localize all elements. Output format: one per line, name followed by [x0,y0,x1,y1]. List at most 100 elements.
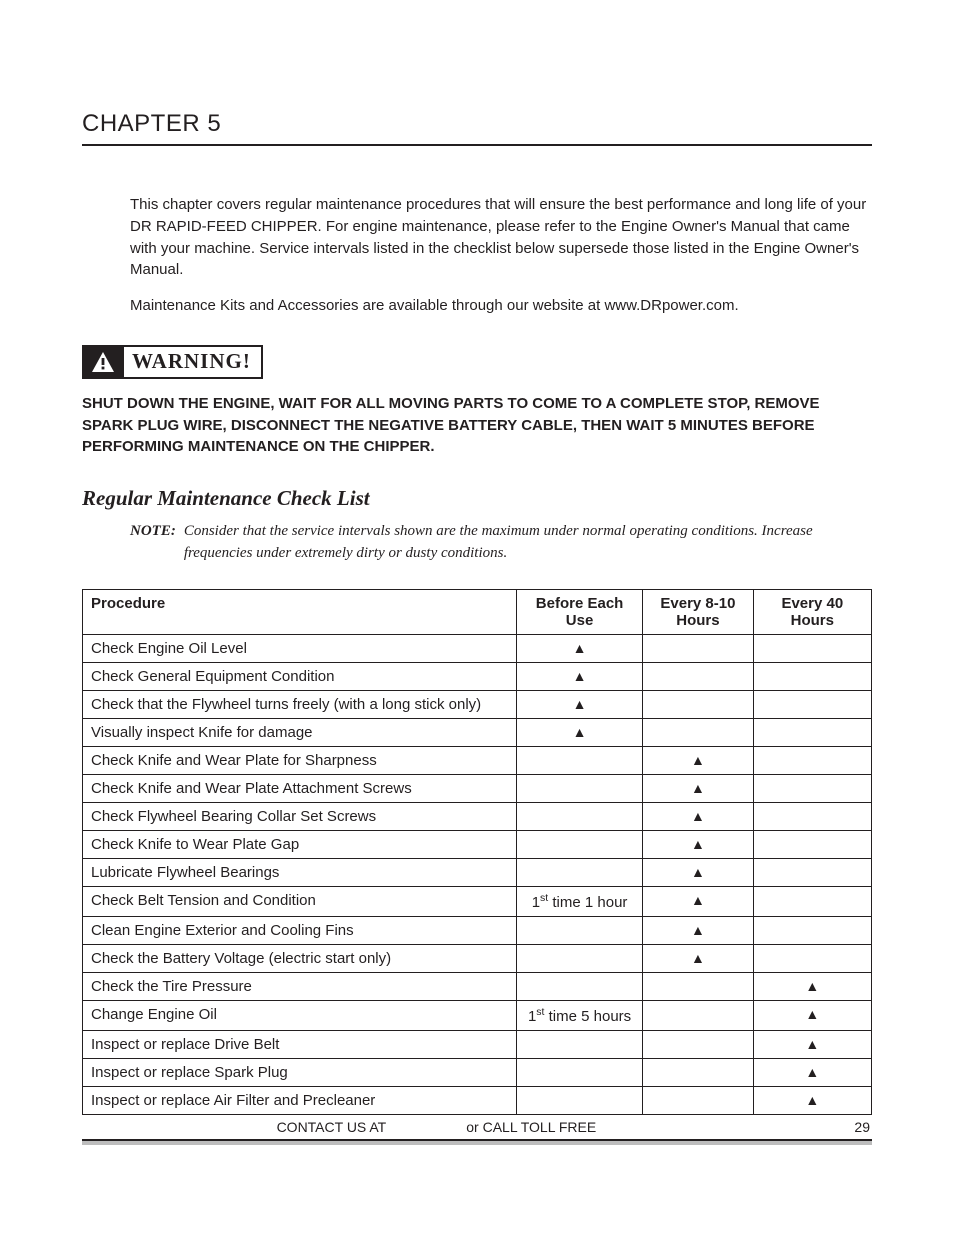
note-body: Consider that the service intervals show… [184,521,872,565]
cell-before-each-use: ▲ [516,662,642,690]
cell-procedure: Check Knife and Wear Plate Attachment Sc… [83,774,517,802]
note-label: NOTE: [130,521,176,565]
cell-every-8-10-hours: ▲ [643,916,753,944]
cell-procedure: Inspect or replace Spark Plug [83,1058,517,1086]
cell-every-8-10-hours [643,690,753,718]
intro-paragraph-1: This chapter covers regular maintenance … [130,194,872,281]
cell-every-40-hours [753,774,871,802]
cell-before-each-use [516,972,642,1000]
cell-procedure: Check the Battery Voltage (electric star… [83,944,517,972]
table-header-row: Procedure Before Each Use Every 8-10 Hou… [83,589,872,634]
cell-procedure: Lubricate Flywheel Bearings [83,858,517,886]
cell-procedure: Inspect or replace Drive Belt [83,1030,517,1058]
cell-procedure: Check Flywheel Bearing Collar Set Screws [83,802,517,830]
note-row: NOTE: Consider that the service interval… [130,521,872,565]
cell-every-8-10-hours: ▲ [643,858,753,886]
cell-before-each-use [516,1058,642,1086]
cell-procedure: Change Engine Oil [83,1000,517,1030]
table-row: Inspect or replace Air Filter and Precle… [83,1086,872,1114]
cell-every-40-hours [753,886,871,916]
cell-every-40-hours [753,634,871,662]
header-procedure: Procedure [83,589,517,634]
cell-every-40-hours: ▲ [753,1000,871,1030]
intro-paragraph-2: Maintenance Kits and Accessories are ava… [130,295,872,317]
chapter-title: CHAPTER 5 [82,110,872,146]
page-footer: CONTACT US AT or CALL TOLL FREE 29 [82,1119,872,1135]
table-row: Check Engine Oil Level▲ [83,634,872,662]
cell-procedure: Inspect or replace Air Filter and Precle… [83,1086,517,1114]
cell-before-each-use [516,830,642,858]
table-row: Check Knife and Wear Plate for Sharpness… [83,746,872,774]
cell-procedure: Check General Equipment Condition [83,662,517,690]
cell-every-40-hours [753,944,871,972]
footer-rule [82,1139,872,1145]
header-every-8-10-hours: Every 8-10 Hours [643,589,753,634]
table-row: Check Knife and Wear Plate Attachment Sc… [83,774,872,802]
cell-every-8-10-hours [643,1000,753,1030]
cell-procedure: Check Knife and Wear Plate for Sharpness [83,746,517,774]
cell-every-40-hours [753,718,871,746]
cell-every-40-hours [753,662,871,690]
cell-procedure: Visually inspect Knife for damage [83,718,517,746]
cell-every-40-hours: ▲ [753,1058,871,1086]
table-row: Check Flywheel Bearing Collar Set Screws… [83,802,872,830]
cell-every-8-10-hours [643,1058,753,1086]
table-row: Check Belt Tension and Condition1st time… [83,886,872,916]
cell-before-each-use [516,774,642,802]
cell-before-each-use: 1st time 1 hour [516,886,642,916]
table-row: Inspect or replace Drive Belt▲ [83,1030,872,1058]
cell-before-each-use [516,1086,642,1114]
cell-procedure: Check Knife to Wear Plate Gap [83,830,517,858]
table-row: Lubricate Flywheel Bearings ▲ [83,858,872,886]
cell-every-40-hours [753,830,871,858]
cell-procedure: Clean Engine Exterior and Cooling Fins [83,916,517,944]
cell-every-40-hours [753,916,871,944]
cell-before-each-use: ▲ [516,718,642,746]
cell-before-each-use: ▲ [516,634,642,662]
cell-every-8-10-hours [643,1086,753,1114]
header-before-each-use: Before Each Use [516,589,642,634]
cell-every-8-10-hours [643,972,753,1000]
table-row: Inspect or replace Spark Plug ▲ [83,1058,872,1086]
table-row: Check the Tire Pressure ▲ [83,972,872,1000]
cell-before-each-use [516,916,642,944]
cell-every-8-10-hours: ▲ [643,774,753,802]
cell-before-each-use: ▲ [516,690,642,718]
cell-before-each-use: 1st time 5 hours [516,1000,642,1030]
cell-every-8-10-hours: ▲ [643,886,753,916]
page: CHAPTER 5 This chapter covers regular ma… [0,0,954,1185]
cell-every-40-hours [753,858,871,886]
cell-every-40-hours [753,802,871,830]
maintenance-table: Procedure Before Each Use Every 8-10 Hou… [82,589,872,1115]
cell-procedure: Check that the Flywheel turns freely (wi… [83,690,517,718]
table-row: Change Engine Oil1st time 5 hours ▲ [83,1000,872,1030]
footer-page-number: 29 [713,1119,870,1135]
cell-every-40-hours [753,746,871,774]
cell-before-each-use [516,802,642,830]
cell-every-40-hours: ▲ [753,972,871,1000]
warning-text: SHUT DOWN THE ENGINE, WAIT FOR ALL MOVIN… [82,393,872,458]
cell-every-40-hours [753,690,871,718]
table-row: Clean Engine Exterior and Cooling Fins ▲ [83,916,872,944]
cell-every-8-10-hours [643,662,753,690]
cell-procedure: Check the Tire Pressure [83,972,517,1000]
table-row: Visually inspect Knife for damage▲ [83,718,872,746]
table-row: Check the Battery Voltage (electric star… [83,944,872,972]
cell-every-8-10-hours: ▲ [643,802,753,830]
cell-procedure: Check Engine Oil Level [83,634,517,662]
cell-every-8-10-hours [643,718,753,746]
footer-toll-free: or CALL TOLL FREE [406,1119,713,1135]
cell-every-8-10-hours: ▲ [643,830,753,858]
cell-procedure: Check Belt Tension and Condition [83,886,517,916]
cell-every-8-10-hours: ▲ [643,746,753,774]
cell-every-40-hours: ▲ [753,1086,871,1114]
cell-every-8-10-hours [643,1030,753,1058]
intro-block: This chapter covers regular maintenance … [130,194,872,317]
header-every-40-hours: Every 40 Hours [753,589,871,634]
warning-label: WARNING! [124,345,263,379]
warning-banner: WARNING! [82,345,872,379]
section-heading: Regular Maintenance Check List [82,486,872,511]
cell-every-8-10-hours [643,634,753,662]
cell-before-each-use [516,746,642,774]
table-row: Check that the Flywheel turns freely (wi… [83,690,872,718]
